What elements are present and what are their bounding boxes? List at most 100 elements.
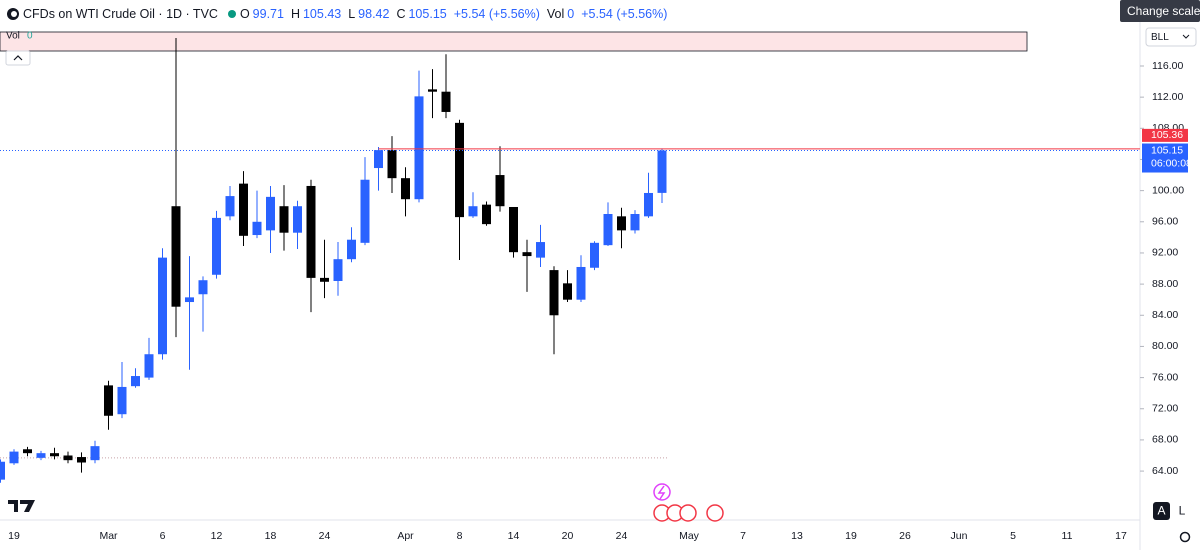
candle-body [468, 206, 478, 217]
o-label: O [239, 7, 250, 21]
settings-icon[interactable] [1179, 531, 1191, 543]
c-value: 105.15 [408, 7, 447, 21]
o-value: 99.71 [252, 7, 284, 21]
legend: CFDs on WTI Crude Oil · 1D · TVC O 99.71 … [6, 7, 671, 21]
last-price-label: 105.15 [1151, 144, 1183, 156]
x-tick-label: 5 [1010, 530, 1016, 542]
y-tick-label: 112.00 [1152, 91, 1183, 103]
x-tick-label: Jun [951, 530, 968, 542]
candle-body [36, 453, 46, 458]
x-tick-label: 8 [457, 530, 463, 542]
symbol-title: CFDs on WTI Crude Oil · 1D · TVC [23, 7, 218, 21]
l-label: L [348, 7, 356, 21]
candle-body [630, 214, 640, 231]
y-tick-label: 84.00 [1152, 309, 1178, 321]
candle-body [239, 183, 248, 236]
l-value: 98.42 [358, 7, 390, 21]
tooltip-text: Change scale u [1127, 4, 1200, 18]
vol-label: Vol [6, 31, 20, 42]
y-tick-label: 88.00 [1152, 278, 1178, 290]
auto-label: A [1157, 504, 1165, 518]
candle-body [171, 206, 181, 307]
candle-body [455, 122, 464, 218]
vol-value: 0 [567, 7, 575, 21]
candle-body [590, 242, 599, 268]
log-label[interactable]: L [1179, 504, 1186, 518]
x-tick-label: Apr [397, 530, 414, 542]
x-tick-label: 14 [508, 530, 520, 542]
y-tick-label: 68.00 [1152, 434, 1178, 446]
candle-body [617, 216, 626, 231]
candle-body [63, 455, 73, 461]
x-tick-label: 17 [1115, 530, 1127, 542]
scale-dropdown[interactable] [1145, 27, 1197, 47]
candle-body [603, 214, 613, 246]
candle-body [360, 179, 370, 243]
status-dot [227, 10, 236, 18]
x-tick-label: 7 [740, 530, 746, 542]
candle-body [374, 150, 383, 169]
candle-body [212, 217, 221, 275]
scale-mode: BLL [1151, 32, 1169, 43]
candle-body [117, 386, 127, 415]
candle-body [306, 185, 316, 278]
dropdown-icon [1182, 34, 1190, 39]
candle-body [509, 206, 518, 253]
candle-body [644, 192, 653, 217]
candle-body [131, 376, 140, 387]
y-tick-label: 80.00 [1152, 340, 1178, 352]
event-icon[interactable] [706, 504, 724, 522]
candle-body [387, 150, 397, 179]
symbol-icon [7, 8, 19, 20]
x-tick-label: 26 [899, 530, 911, 542]
candle-body [333, 259, 343, 281]
candle-body [158, 257, 167, 355]
candle-body [23, 449, 32, 454]
x-tick-label: 6 [160, 530, 166, 542]
change: +5.54 (+5.56%) [581, 7, 668, 21]
last-price-badge [1142, 143, 1188, 173]
highlight-box [0, 31, 1028, 52]
x-tick-label: May [679, 530, 700, 542]
candle-body [320, 277, 329, 282]
x-tick-label: 11 [1062, 530, 1073, 542]
event-icon[interactable] [653, 483, 671, 501]
y-tick-label: 96.00 [1152, 216, 1178, 228]
candle-body [522, 252, 532, 257]
candle-body [441, 91, 451, 112]
collapse-button[interactable] [5, 50, 31, 66]
vol-value: 0 [27, 31, 33, 42]
candle-body [495, 175, 505, 207]
price-line-label: 105.36 [1151, 129, 1183, 141]
candle-body [293, 206, 302, 233]
x-tick-label: 24 [319, 530, 331, 542]
price-line-badge [1142, 128, 1188, 142]
event-icon-glyph [657, 485, 666, 500]
vol-label: Vol [546, 7, 565, 21]
candle-body [401, 178, 410, 200]
auto-button[interactable] [1153, 502, 1170, 520]
candle-body [104, 385, 113, 416]
candle-body [225, 196, 235, 217]
candle-body [185, 297, 194, 303]
change: +5.54 (+5.56%) [453, 7, 540, 21]
candle-body [279, 206, 289, 233]
c-label: C [396, 7, 406, 21]
y-tick-label: 100.00 [1152, 184, 1184, 196]
candle-body [77, 457, 86, 463]
logo [8, 500, 35, 512]
y-tick-label: 116.00 [1152, 60, 1183, 72]
candle-body [482, 204, 491, 225]
candle-body [563, 283, 572, 300]
y-tick-label: 64.00 [1152, 465, 1178, 477]
h-value: 105.43 [302, 7, 342, 21]
x-tick-label: 12 [211, 530, 223, 542]
h-label: H [290, 7, 300, 21]
x-tick-label: 19 [845, 530, 857, 542]
x-tick-label: 19 [8, 530, 20, 542]
event-icon[interactable] [679, 504, 697, 522]
candle-body [144, 354, 154, 378]
candle-body [266, 196, 275, 231]
